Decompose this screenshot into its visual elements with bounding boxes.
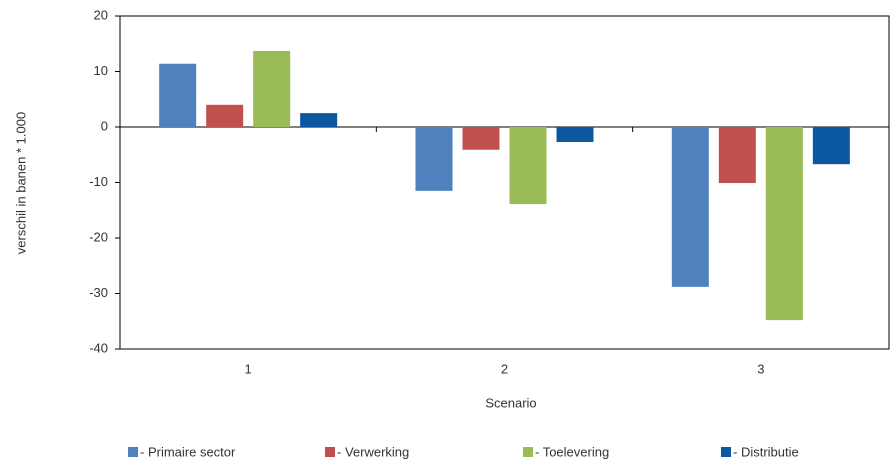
y-tick-label: 20 <box>94 7 108 22</box>
x-tick-label: 3 <box>757 361 764 376</box>
bar <box>159 63 197 127</box>
bar <box>556 127 594 142</box>
bar <box>671 127 709 287</box>
legend-label: - Primaire sector <box>140 444 236 459</box>
y-tick-label: -40 <box>89 340 108 355</box>
y-tick-label: -10 <box>89 174 108 189</box>
bar <box>300 113 338 127</box>
bar <box>206 104 244 127</box>
y-tick-label: 10 <box>94 63 108 78</box>
legend-swatch <box>128 447 138 457</box>
x-tick-label: 1 <box>245 361 252 376</box>
x-axis-label: Scenario <box>485 395 536 410</box>
y-tick-label: -20 <box>89 229 108 244</box>
y-tick-label: -30 <box>89 285 108 300</box>
legend-label: - Verwerking <box>337 444 409 459</box>
legend-label: - Toelevering <box>535 444 609 459</box>
bar <box>462 127 500 150</box>
legend-swatch <box>721 447 731 457</box>
y-axis-label: verschil in banen * 1.000 <box>13 112 28 254</box>
bar <box>718 127 756 184</box>
y-tick-label: 0 <box>101 118 108 133</box>
bar <box>765 127 803 321</box>
x-tick-label: 2 <box>501 361 508 376</box>
legend-swatch <box>325 447 335 457</box>
bar <box>812 127 850 165</box>
bar <box>509 127 547 205</box>
bar <box>415 127 453 191</box>
bar <box>253 50 291 128</box>
legend-swatch <box>523 447 533 457</box>
legend-label: - Distributie <box>733 444 799 459</box>
